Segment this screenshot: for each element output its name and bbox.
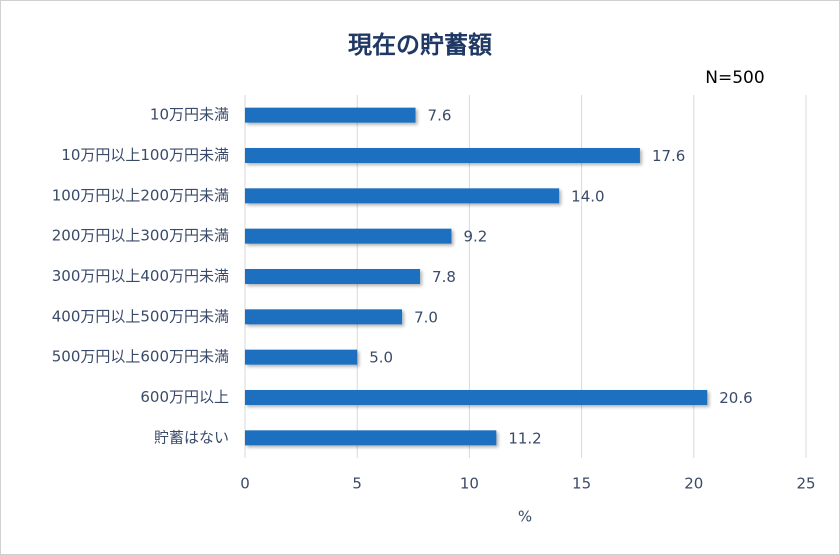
x-tick-label: 0 (240, 475, 250, 493)
bar (245, 188, 560, 204)
bar (245, 309, 403, 325)
value-label: 9.2 (463, 228, 487, 246)
x-axis-label: % (518, 508, 532, 526)
y-tick-label: 300万円以上400万円未満 (52, 267, 229, 285)
bar (245, 148, 640, 163)
bar (245, 349, 358, 365)
bar (245, 390, 708, 405)
x-tick-label: 15 (572, 475, 591, 493)
y-tick-label: 100万円以上200万円未満 (52, 186, 229, 204)
x-tick-label: 5 (352, 475, 362, 493)
y-tick-label: 10万円以上100万円未満 (61, 146, 229, 164)
bar (245, 269, 421, 284)
value-label: 11.2 (508, 429, 541, 447)
y-tick-label: 200万円以上300万円未満 (52, 227, 229, 245)
value-label: 17.6 (652, 147, 685, 165)
bar (245, 430, 497, 446)
x-tick-label: 25 (796, 475, 815, 493)
value-label: 5.0 (369, 349, 393, 367)
annotation: N=500 (705, 68, 764, 88)
value-label: 20.6 (719, 389, 752, 407)
value-label: 7.8 (432, 268, 456, 286)
x-tick-label: 10 (460, 475, 479, 493)
value-label: 7.0 (414, 308, 438, 326)
bar (245, 107, 416, 123)
y-tick-label: 貯蓄はない (154, 428, 229, 446)
y-tick-label: 10万円未満 (150, 106, 229, 124)
y-tick-label: 500万円以上600万円未満 (52, 348, 229, 366)
value-label: 14.0 (571, 187, 604, 205)
bar (245, 228, 452, 244)
y-tick-label: 400万円以上500万円未満 (52, 307, 229, 325)
value-label: 7.6 (428, 107, 452, 125)
y-tick-label: 600万円以上 (140, 388, 229, 406)
chart-title: 現在の貯蓄額 (348, 31, 492, 59)
x-tick-label: 20 (684, 475, 703, 493)
